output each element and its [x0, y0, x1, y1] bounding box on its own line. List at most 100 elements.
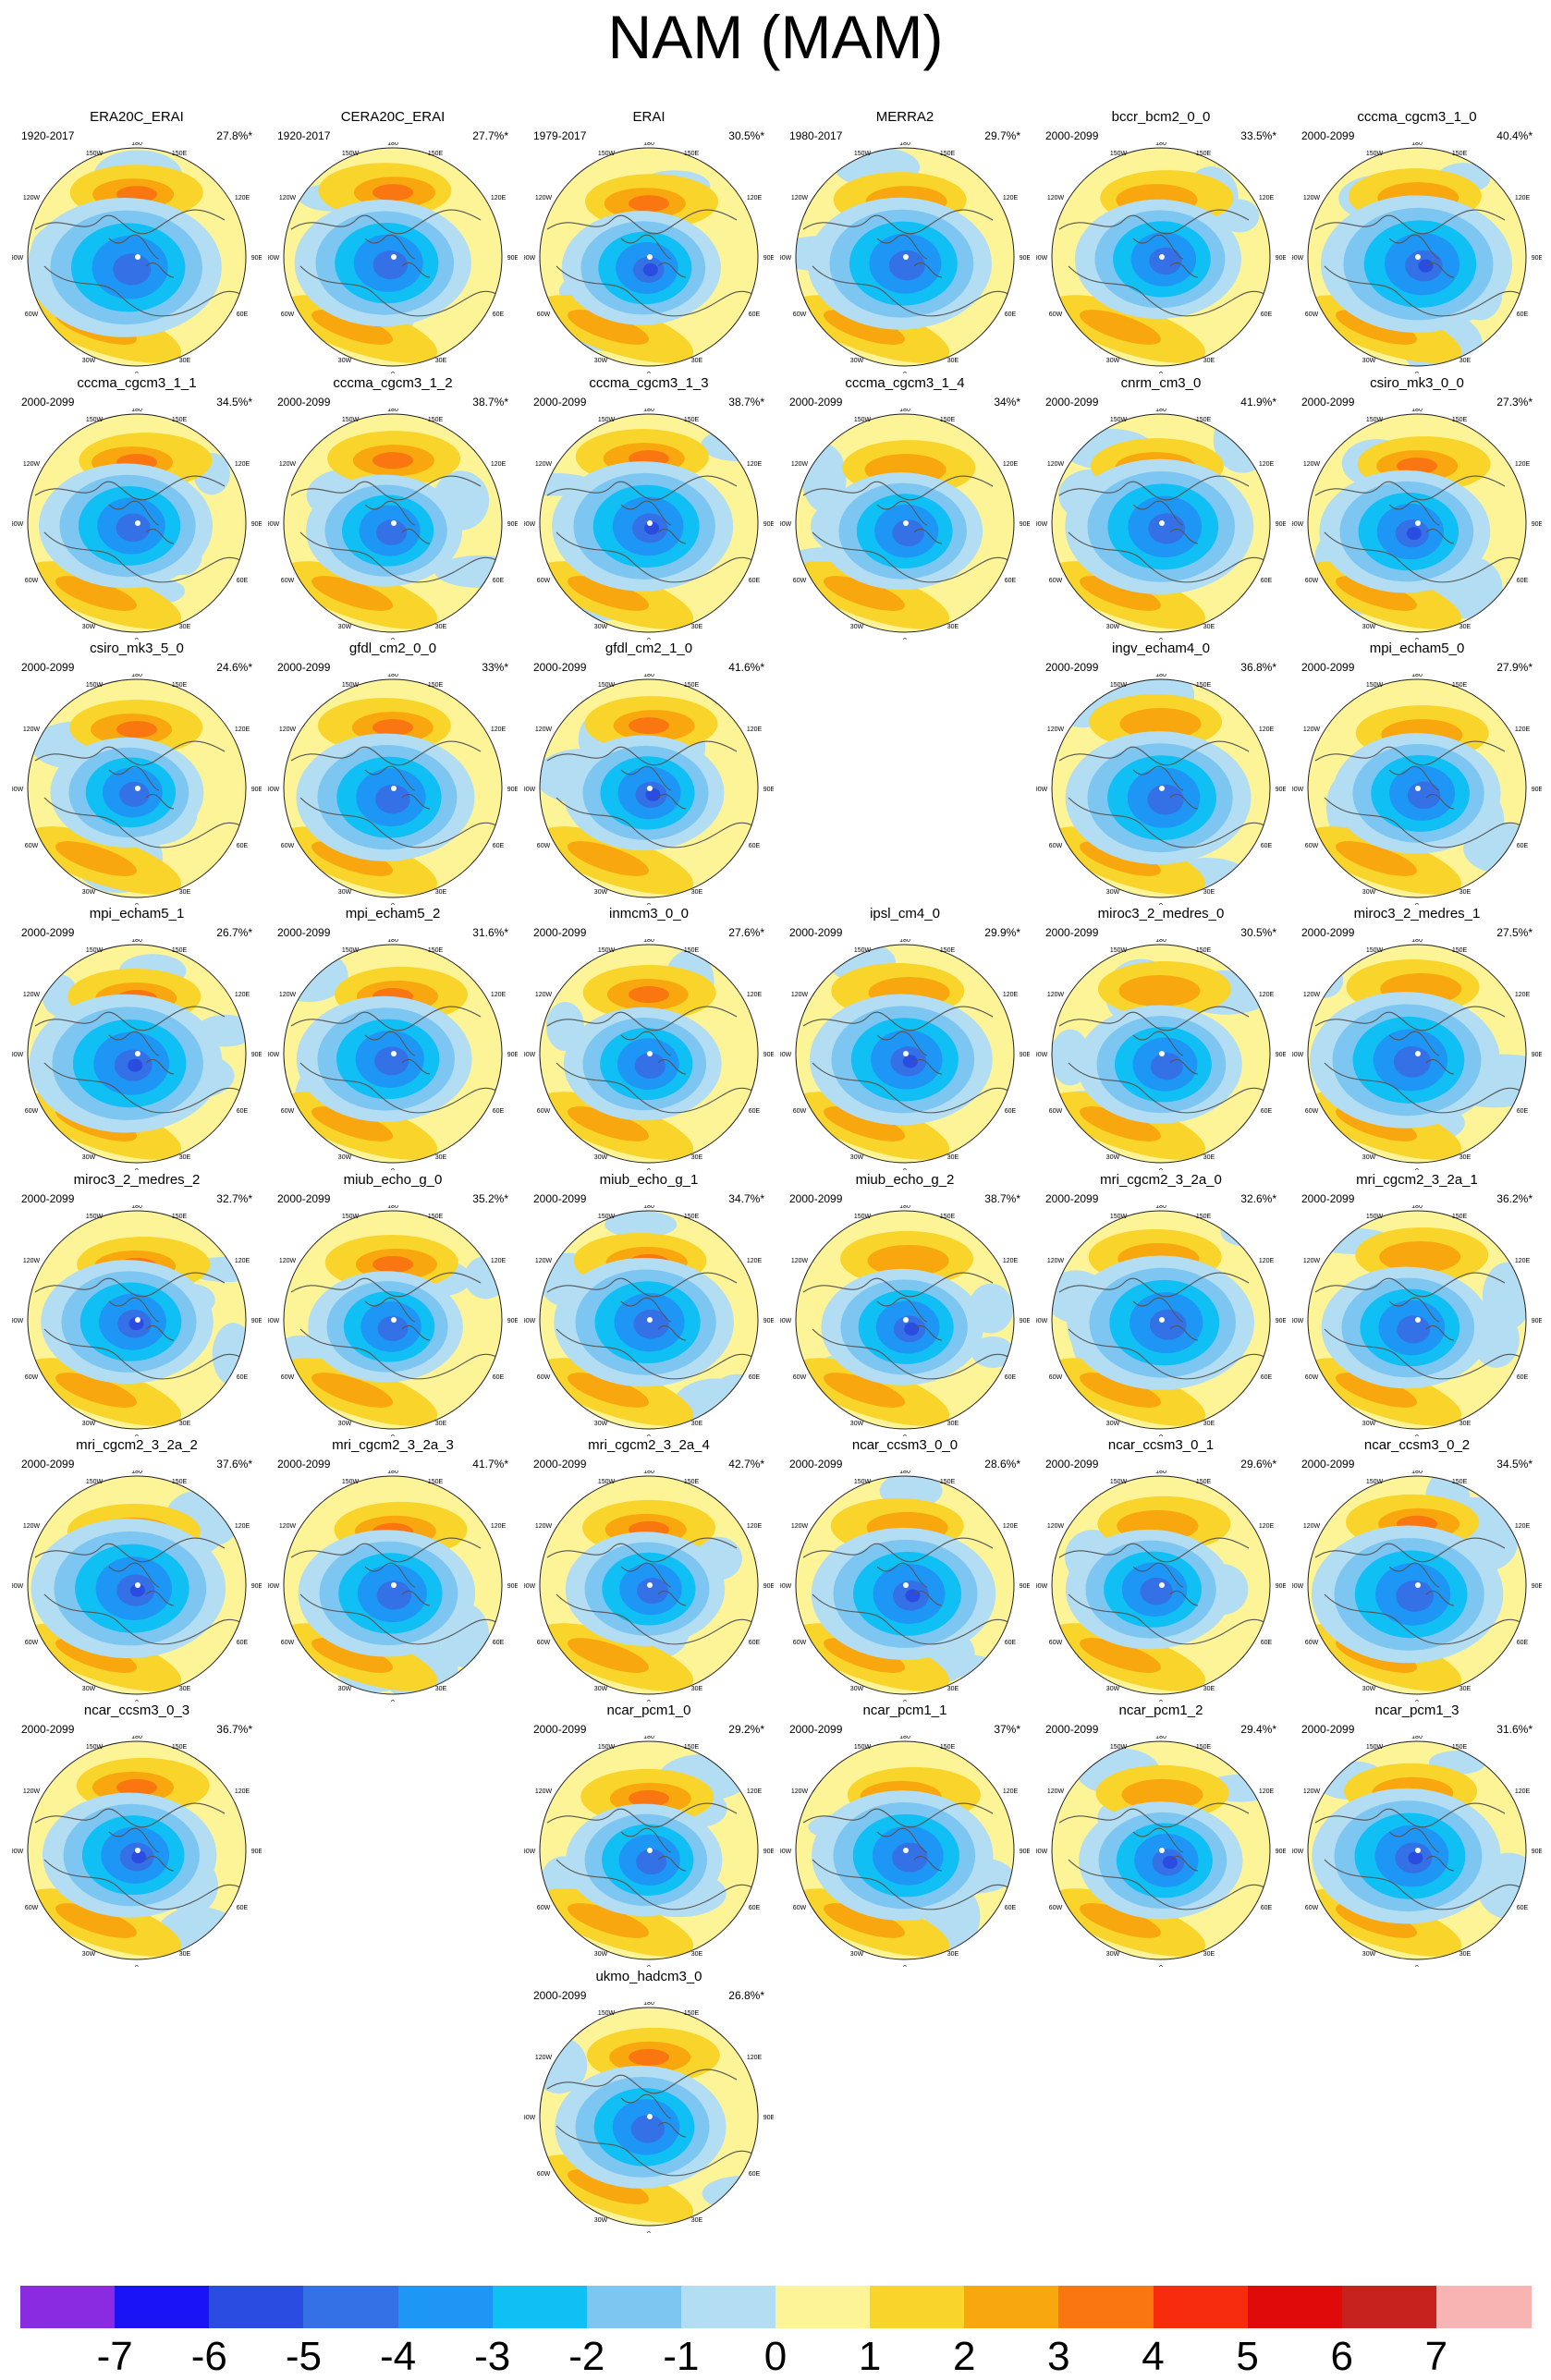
- degree-label-top-left: 150W: [1110, 1479, 1128, 1485]
- panel-variance: 38.7%*: [984, 1192, 1020, 1205]
- coastline: [1058, 475, 1265, 583]
- coastline: [546, 2069, 753, 2177]
- degree-label-top-right: 150E: [684, 151, 700, 157]
- map-border: [27, 147, 247, 367]
- degree-label-top-left: 150W: [1366, 947, 1384, 954]
- degree-label-upper-left: 120W: [1303, 726, 1321, 733]
- panel-variance: 29.6%*: [1240, 1458, 1276, 1471]
- degree-label-bottom-left: 30W: [82, 1154, 96, 1161]
- degree-label-top-right: 150E: [684, 947, 700, 954]
- degree-label-bottom-right: 30E: [435, 358, 447, 364]
- degree-label-upper-right: 120E: [1259, 992, 1275, 998]
- panel-years: 2000-2099: [1301, 926, 1355, 939]
- degree-label-bottom: 0: [135, 1965, 139, 1967]
- map-border: [1051, 1740, 1271, 1960]
- negative-lobe-core: [905, 1589, 921, 1603]
- degree-label-top: 180: [1155, 1205, 1166, 1210]
- degree-label-bottom-right: 30E: [179, 1154, 191, 1161]
- degree-label-lower-left: 60W: [1049, 1905, 1063, 1911]
- degree-label-left: 90W: [524, 787, 536, 793]
- degree-label-lower-left: 60W: [25, 1108, 39, 1115]
- degree-label-top-right: 150E: [940, 947, 956, 954]
- pole-marker: [135, 254, 140, 260]
- map-panel: miub_echo_g_1 2000-2099 34.7%* 180 150W 150E 1…: [524, 1172, 774, 1436]
- panel-variance: 30.5%*: [1240, 926, 1276, 939]
- map-panel: csiro_mk3_0_0 2000-2099 27.3%* 180 150W 150E 1…: [1292, 375, 1542, 640]
- degree-label-lower-left: 60W: [25, 1374, 39, 1381]
- map-border: [1307, 413, 1527, 633]
- positive-lobe-core: [1119, 708, 1202, 740]
- degree-label-top-left: 150W: [854, 1214, 872, 1220]
- colorbar-tick-label: -3: [474, 2334, 511, 2379]
- degree-label-top-right: 150E: [684, 682, 700, 689]
- degree-label-left: 90W: [524, 1318, 536, 1324]
- colorbar-swatch: [1153, 2286, 1249, 2328]
- degree-label-lower-left: 60W: [281, 1108, 295, 1115]
- panel-title: cccma_cgcm3_1_0: [1357, 109, 1477, 125]
- negative-lobe-4: [116, 513, 151, 543]
- panel-years: 2000-2099: [789, 1458, 843, 1471]
- negative-lobe-4: [630, 2115, 666, 2143]
- degree-label-bottom: 0: [135, 903, 139, 905]
- degree-label-top: 180: [1155, 142, 1166, 147]
- map-panel: cccma_cgcm3_1_1 2000-2099 34.5%* 180 150W 150…: [12, 375, 262, 640]
- degree-label-lower-left: 60W: [537, 578, 551, 584]
- degree-label-top-left: 150W: [598, 2010, 616, 2017]
- pole-marker: [1159, 1848, 1165, 1853]
- degree-label-upper-left: 120W: [23, 726, 41, 733]
- colorbar-tick-label: 5: [1236, 2334, 1259, 2379]
- degree-label-lower-right: 60E: [237, 1108, 249, 1115]
- map-border: [1307, 678, 1527, 898]
- degree-label-bottom-right: 30E: [1203, 358, 1215, 364]
- degree-label-top: 180: [387, 409, 398, 413]
- degree-label-right: 90E: [763, 1052, 774, 1058]
- coastline: [34, 740, 241, 848]
- coastline: [290, 740, 497, 848]
- degree-label-lower-right: 60E: [1517, 311, 1529, 318]
- degree-label-lower-right: 60E: [1261, 843, 1273, 849]
- degree-label-right: 90E: [507, 787, 518, 793]
- negative-lobe-core: [128, 1058, 143, 1072]
- negative-lobe-4: [375, 784, 410, 814]
- degree-label-top-right: 150E: [940, 151, 956, 157]
- degree-label-bottom-left: 30W: [594, 1154, 608, 1161]
- degree-label-upper-left: 120W: [23, 461, 41, 468]
- pole-marker: [1159, 1582, 1165, 1588]
- degree-label-top: 180: [131, 409, 142, 413]
- colorbar-swatch: [776, 2286, 871, 2328]
- negative-lobe-core: [642, 262, 658, 276]
- panel-variance: 27.5%*: [1496, 926, 1533, 939]
- negative-lobe-4: [376, 1581, 412, 1610]
- panel-years: 2000-2099: [533, 926, 587, 939]
- degree-label-bottom-right: 30E: [947, 1686, 959, 1692]
- degree-label-lower-right: 60E: [1005, 311, 1017, 318]
- panel-title: gfdl_cm2_0_0: [348, 641, 437, 656]
- panel-variance: 37%*: [994, 1723, 1020, 1736]
- degree-label-bottom: 0: [1159, 1700, 1163, 1702]
- negative-lobe-4: [1396, 1580, 1434, 1612]
- degree-label-bottom-left: 30W: [82, 889, 96, 896]
- panel-variance: 34.5%*: [1496, 1458, 1533, 1471]
- polar-map: 180 150W 150E 120W 120E 90W 90E 60W 60E 30W 30E 0: [780, 1205, 1030, 1436]
- negative-lobe-4: [1140, 1577, 1173, 1605]
- degree-label-lower-left: 60W: [793, 1108, 807, 1115]
- panel-title: cccma_cgcm3_1_1: [77, 375, 197, 391]
- pole-marker: [1415, 1317, 1421, 1323]
- degree-label-left: 90W: [1292, 1583, 1304, 1590]
- map-panel: mri_cgcm2_3_2a_4 2000-2099 42.7%* 180 150W 15…: [524, 1437, 774, 1702]
- pole-marker: [391, 786, 397, 791]
- degree-label-bottom-left: 30W: [338, 1154, 352, 1161]
- degree-label-bottom-left: 30W: [338, 358, 352, 364]
- degree-label-top: 180: [643, 2002, 654, 2007]
- degree-label-top-left: 150W: [1110, 417, 1128, 423]
- degree-label-lower-left: 60W: [1049, 578, 1063, 584]
- degree-label-upper-right: 120E: [235, 726, 250, 733]
- colorbar-swatch: [586, 2286, 682, 2328]
- degree-label-bottom-left: 30W: [1362, 1421, 1376, 1427]
- panel-years: 2000-2099: [21, 926, 75, 939]
- negative-lobe-4: [1397, 1315, 1431, 1344]
- degree-label-right: 90E: [251, 521, 262, 528]
- panel-years: 2000-2099: [1301, 1458, 1355, 1471]
- panel-title: CERA20C_ERAI: [340, 109, 446, 125]
- pole-marker: [647, 520, 653, 526]
